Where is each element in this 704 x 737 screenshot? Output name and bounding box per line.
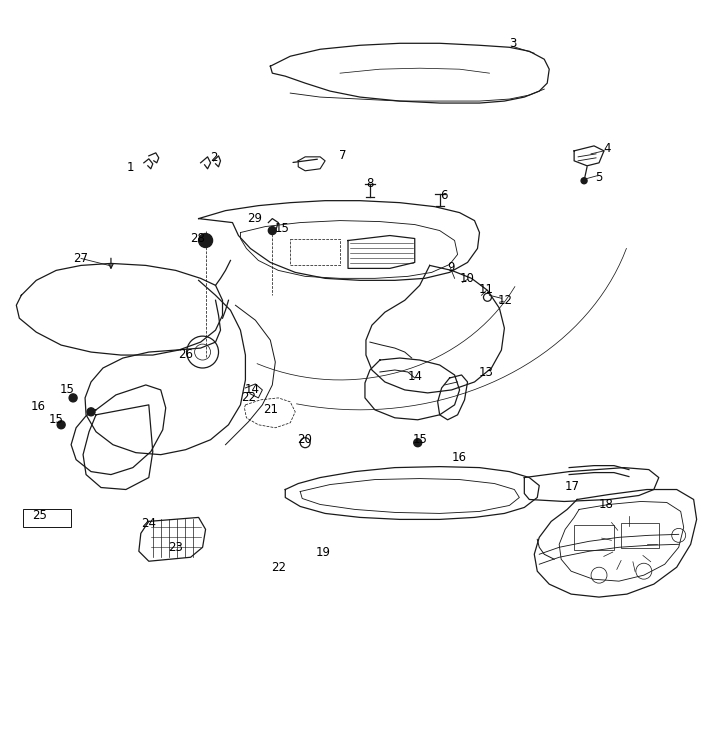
Text: 22: 22 [271,561,286,573]
Text: 1: 1 [127,161,134,174]
Circle shape [581,178,587,184]
Text: 27: 27 [74,252,89,265]
Text: 22: 22 [241,391,256,405]
Circle shape [69,394,77,402]
Text: 26: 26 [178,348,193,360]
Text: 13: 13 [479,366,494,380]
Text: 18: 18 [598,498,613,511]
Text: 29: 29 [247,212,262,225]
Text: 12: 12 [498,294,513,307]
Text: 20: 20 [297,433,312,446]
Text: 23: 23 [168,541,183,553]
Text: 7: 7 [339,150,347,162]
Text: 4: 4 [603,142,611,156]
Bar [574,525,614,551]
Circle shape [199,234,213,248]
Text: 15: 15 [275,222,290,235]
Text: 14: 14 [245,383,260,397]
Text: 11: 11 [479,283,494,296]
Text: 2: 2 [210,151,218,164]
Text: 17: 17 [565,480,579,493]
Text: 21: 21 [263,403,278,416]
Text: 9: 9 [447,261,454,274]
Text: 15: 15 [49,413,63,426]
Text: 14: 14 [407,371,422,383]
Text: 6: 6 [440,189,447,202]
Text: 5: 5 [596,171,603,184]
Bar [621,523,659,548]
Text: 10: 10 [460,272,475,285]
FancyArrowPatch shape [293,159,318,162]
Circle shape [57,421,65,429]
Bar [23,509,71,528]
Text: 24: 24 [142,517,156,530]
Text: 15: 15 [413,433,427,446]
Text: 28: 28 [190,232,205,245]
Text: 8: 8 [366,177,374,190]
Circle shape [87,408,95,416]
Circle shape [268,226,276,234]
Text: 16: 16 [31,400,46,413]
Text: 25: 25 [32,509,46,522]
Circle shape [414,439,422,447]
Text: 16: 16 [452,451,467,464]
Text: 3: 3 [509,37,516,50]
Text: 19: 19 [315,546,331,559]
Text: 15: 15 [60,383,75,397]
